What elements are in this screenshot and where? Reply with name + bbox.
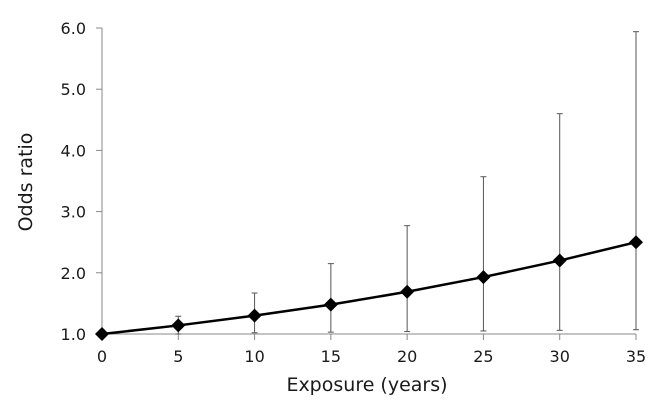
data-point-marker <box>323 297 338 312</box>
error-bar <box>556 113 563 331</box>
error-bar <box>633 31 639 331</box>
error-bars <box>175 31 639 335</box>
x-tick-label: 25 <box>473 347 493 366</box>
y-tick-label: 1.0 <box>61 325 86 344</box>
data-point-marker <box>629 235 643 250</box>
axes <box>101 28 636 335</box>
y-axis-title: Odds ratio <box>15 133 37 232</box>
data-point-marker <box>95 327 109 341</box>
data-point-marker <box>400 284 415 299</box>
y-tick-label: 6.0 <box>61 19 86 38</box>
data-point-marker <box>476 270 491 285</box>
x-tick-label: 5 <box>173 347 183 366</box>
data-point-marker <box>171 318 186 333</box>
y-tick-label: 4.0 <box>61 141 86 160</box>
data-point-marker <box>247 308 262 323</box>
y-axis-ticks: 1.0 2.0 3.0 4.0 5.0 6.0 <box>61 19 102 344</box>
x-tick-label: 30 <box>550 347 570 366</box>
x-axis-title: Exposure (years) <box>286 374 447 396</box>
error-bar <box>404 225 411 333</box>
data-points <box>95 235 643 341</box>
x-tick-label: 10 <box>244 347 264 366</box>
y-tick-label: 2.0 <box>61 264 86 283</box>
series-line <box>101 240 637 336</box>
y-tick-label: 3.0 <box>61 203 86 222</box>
x-axis-ticks: 0 5 10 15 20 25 30 35 <box>97 334 646 366</box>
x-tick-label: 20 <box>397 347 417 366</box>
x-tick-label: 0 <box>97 347 107 366</box>
y-tick-label: 5.0 <box>61 80 86 99</box>
series-line-layer <box>101 240 637 336</box>
data-point-marker <box>552 253 567 268</box>
error-bar <box>480 176 487 332</box>
x-tick-label: 35 <box>626 347 646 366</box>
x-tick-label: 15 <box>321 347 341 366</box>
